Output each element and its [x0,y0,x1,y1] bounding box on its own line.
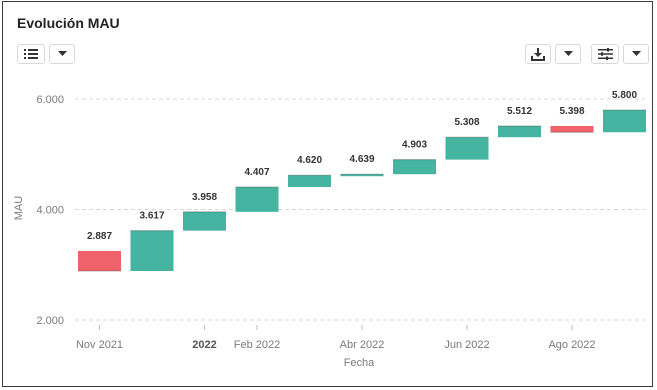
waterfall-bar-increase [603,110,646,133]
download-icon [531,47,545,61]
waterfall-bar-decrease [78,250,121,271]
list-icon [24,48,38,60]
y-axis-title: MAU [13,196,25,221]
waterfall-bar-increase [393,159,436,175]
data-label: 4.620 [297,155,322,166]
y-tick-label: 4.000 [36,205,64,217]
waterfall-bar-increase [183,211,226,231]
data-label: 3.617 [139,211,164,222]
y-tick-label: 6.000 [36,94,64,106]
data-label: 3.958 [192,192,217,203]
x-tick-label: Ago 2022 [548,339,595,351]
waterfall-bar-increase [340,174,384,177]
chevron-down-icon [631,51,641,57]
data-label: 5.512 [507,106,532,117]
settings-button[interactable] [591,44,619,64]
x-axis-title: Fecha [344,357,375,369]
download-dropdown-button[interactable] [555,44,581,64]
waterfall-bar-decrease [550,125,594,133]
y-tick-label: 2.000 [36,315,64,327]
chevron-down-icon [563,51,573,57]
waterfall-bar-increase [130,230,174,271]
x-tick-label: Nov 2021 [76,339,123,351]
download-button[interactable] [525,44,551,64]
x-tick-label: Abr 2022 [340,339,385,351]
waterfall-bar-increase [235,187,279,212]
x-tick-label: Jun 2022 [444,339,489,351]
data-label: 2.887 [87,231,112,242]
data-label: 5.308 [454,117,479,128]
data-label: 4.639 [349,154,374,165]
list-view-dropdown-button[interactable] [49,44,75,64]
x-tick-label: 2022 [192,339,216,351]
chevron-down-icon [57,51,67,57]
data-label: 5.800 [612,90,637,101]
chart-title: Evolución MAU [17,15,120,31]
sliders-icon [597,48,613,60]
waterfall-bar-increase [445,137,489,160]
data-label: 5.398 [559,106,584,117]
settings-dropdown-button[interactable] [623,44,649,64]
waterfall-bar-increase [498,125,541,138]
x-tick-label: Feb 2022 [234,339,280,351]
waterfall-bar-increase [288,175,331,188]
list-view-button[interactable] [17,44,45,64]
data-label: 4.407 [244,167,269,178]
data-label: 4.903 [402,140,427,151]
